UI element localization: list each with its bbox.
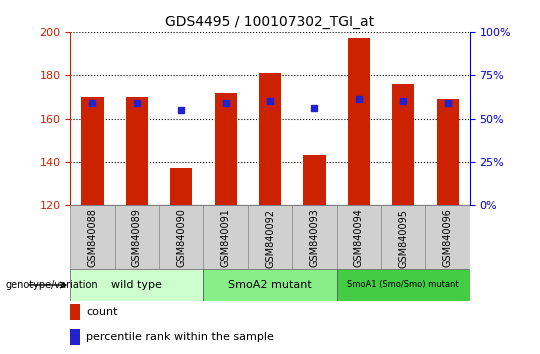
Bar [70,329,80,345]
Text: wild type: wild type [111,280,162,290]
Bar [381,205,426,269]
Bar [426,205,470,269]
Text: genotype/variation: genotype/variation [5,280,98,290]
Text: SmoA2 mutant: SmoA2 mutant [228,280,312,290]
Bar [348,38,370,205]
Text: count: count [86,307,118,318]
Text: GSM840095: GSM840095 [398,209,408,268]
Text: GSM840093: GSM840093 [309,209,319,267]
Bar [392,84,414,205]
Bar [170,169,192,205]
Bar [436,99,458,205]
Bar [303,155,326,205]
Bar [259,73,281,205]
Bar [70,269,204,301]
Bar [70,304,80,320]
Title: GDS4495 / 100107302_TGI_at: GDS4495 / 100107302_TGI_at [165,16,375,29]
Bar [214,92,237,205]
Bar [126,97,148,205]
Text: GSM840092: GSM840092 [265,209,275,268]
Bar [292,205,336,269]
Text: GSM840089: GSM840089 [132,209,142,267]
Bar [82,97,104,205]
Text: GSM840088: GSM840088 [87,209,97,267]
Text: SmoA1 (Smo/Smo) mutant: SmoA1 (Smo/Smo) mutant [347,280,459,290]
Text: GSM840096: GSM840096 [443,209,453,267]
Bar [204,269,336,301]
Text: GSM840091: GSM840091 [221,209,231,267]
Bar [336,205,381,269]
Bar [336,269,470,301]
Bar [204,205,248,269]
Bar [159,205,204,269]
Text: GSM840090: GSM840090 [176,209,186,267]
Text: GSM840094: GSM840094 [354,209,364,267]
Text: percentile rank within the sample: percentile rank within the sample [86,332,274,342]
Bar [70,205,114,269]
Bar [114,205,159,269]
Bar [248,205,292,269]
